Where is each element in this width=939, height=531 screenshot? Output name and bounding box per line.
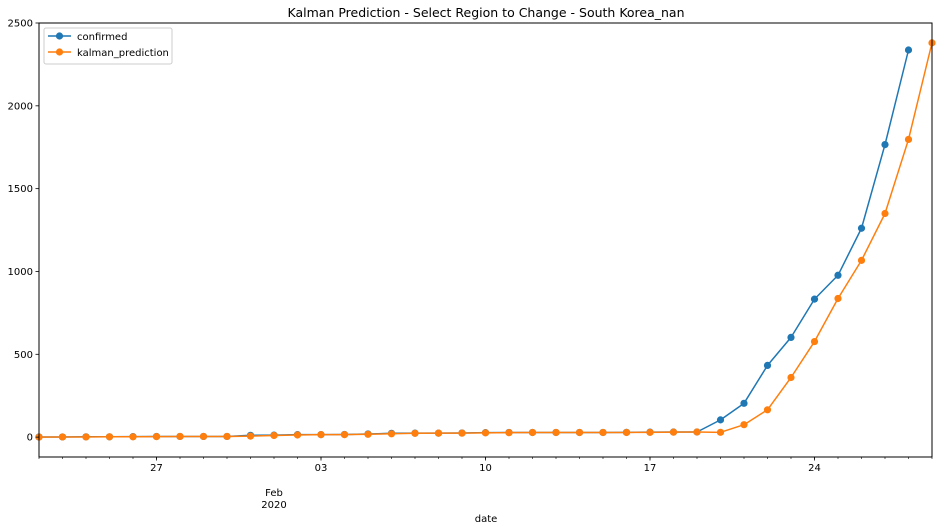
y-tick-label: 1500 xyxy=(8,184,33,195)
data-point-kalman-prediction xyxy=(105,433,114,441)
data-point-kalman-prediction xyxy=(575,428,584,437)
data-point-kalman-prediction xyxy=(505,429,513,437)
data-point-confirmed xyxy=(834,271,842,279)
series-line-confirmed xyxy=(39,49,910,438)
data-point-kalman-prediction xyxy=(364,430,372,438)
legend-marker-kalman xyxy=(55,48,64,56)
data-point-kalman-prediction xyxy=(646,428,654,436)
data-point-kalman-prediction xyxy=(176,432,184,441)
data-point-confirmed xyxy=(881,140,889,149)
data-point-kalman-prediction xyxy=(716,428,725,436)
data-point-kalman-prediction xyxy=(669,428,678,436)
data-point-kalman-prediction xyxy=(434,429,443,437)
data-point-kalman-prediction xyxy=(834,294,842,303)
data-point-confirmed xyxy=(810,295,819,303)
legend-marker-confirmed xyxy=(55,32,64,40)
y-tick-label: 500 xyxy=(14,350,33,361)
data-point-kalman-prediction xyxy=(293,431,302,439)
legend-label-confirmed: confirmed xyxy=(77,32,127,43)
data-point-kalman-prediction xyxy=(881,209,889,218)
data-point-kalman-prediction xyxy=(223,432,231,441)
legend: confirmed kalman_prediction xyxy=(43,27,173,65)
data-point-confirmed xyxy=(716,416,725,424)
data-point-kalman-prediction xyxy=(82,433,90,441)
x-tick-label: 24 xyxy=(808,463,821,474)
data-point-kalman-prediction xyxy=(129,433,137,441)
data-point-kalman-prediction xyxy=(528,428,537,437)
data-point-kalman-prediction xyxy=(270,431,278,440)
plot-area xyxy=(35,39,936,441)
data-point-kalman-prediction xyxy=(340,431,349,439)
data-point-kalman-prediction xyxy=(481,429,490,437)
x-tick-label: 17 xyxy=(644,463,657,474)
data-point-confirmed xyxy=(740,399,748,407)
data-point-kalman-prediction xyxy=(387,430,396,438)
data-point-kalman-prediction xyxy=(763,406,772,414)
data-point-kalman-prediction xyxy=(810,337,819,346)
data-point-kalman-prediction xyxy=(787,373,795,382)
legend-label-kalman: kalman_prediction xyxy=(77,48,169,59)
x-tick-label: 10 xyxy=(479,463,492,474)
y-tick-label: 1000 xyxy=(8,267,33,278)
data-point-confirmed xyxy=(763,361,772,369)
data-point-kalman-prediction xyxy=(317,431,325,439)
x-month-label: Feb xyxy=(265,488,283,499)
legend-box xyxy=(43,27,173,65)
data-point-kalman-prediction xyxy=(857,256,866,264)
data-point-kalman-prediction xyxy=(622,428,631,437)
x-tick-label: 03 xyxy=(315,463,328,474)
data-point-confirmed xyxy=(787,333,795,341)
data-point-confirmed xyxy=(904,46,913,54)
x-year-label: 2020 xyxy=(261,500,286,511)
y-tick-label: 0 xyxy=(27,433,33,444)
data-point-kalman-prediction xyxy=(152,433,161,441)
data-point-kalman-prediction xyxy=(552,428,560,437)
data-point-kalman-prediction xyxy=(458,429,466,437)
data-point-kalman-prediction xyxy=(904,135,913,144)
data-point-kalman-prediction xyxy=(599,428,607,437)
data-point-kalman-prediction xyxy=(740,421,748,429)
data-point-kalman-prediction xyxy=(693,428,701,436)
chart-title: Kalman Prediction - Select Region to Cha… xyxy=(287,5,684,20)
x-axis-label: date xyxy=(475,514,498,525)
data-point-kalman-prediction xyxy=(246,432,255,440)
plot-frame xyxy=(38,22,933,458)
series-line-kalman-prediction xyxy=(38,42,933,438)
y-tick-label: 2500 xyxy=(8,19,33,30)
y-tick-label: 2000 xyxy=(8,101,33,112)
data-point-kalman-prediction xyxy=(199,432,208,441)
data-point-kalman-prediction xyxy=(58,433,67,441)
x-tick-label: 27 xyxy=(150,463,163,474)
data-point-confirmed xyxy=(857,224,866,232)
data-point-kalman-prediction xyxy=(411,429,419,437)
